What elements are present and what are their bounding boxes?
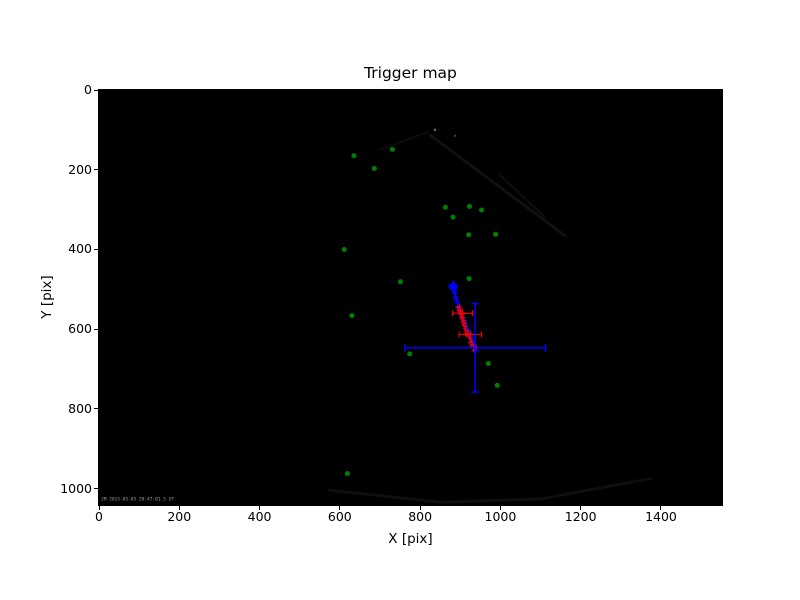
x-tick-label: 600: [327, 509, 352, 524]
data-markers: [341, 146, 547, 477]
y-tick-label: 800: [68, 400, 92, 416]
x-tick-label: 200: [167, 509, 192, 524]
y-tick-label: 0: [84, 82, 92, 97]
x-tick-label: 1000: [484, 509, 517, 524]
x-tick-label: 1400: [645, 509, 677, 524]
x-tick-mark: [419, 506, 421, 510]
x-tick-mark: [98, 506, 100, 510]
x-tick-mark: [660, 506, 662, 510]
timestamp-label: JM 2015-05-05 20:47:01.5 UT: [101, 497, 174, 503]
series-centroid-errorbars: [452, 309, 483, 339]
x-tick-mark: [499, 506, 501, 510]
x-tick-label: 0: [95, 509, 103, 524]
x-tick-mark: [178, 506, 180, 510]
plot-area: JM 2015-05-05 20:47:01.5 UT: [98, 89, 723, 506]
x-tick-label: 800: [408, 509, 433, 524]
background-faint-features: [328, 128, 652, 504]
y-tick-mark: [94, 248, 98, 250]
y-tick-label: 1000: [60, 480, 92, 496]
series-star-matches: [341, 146, 500, 477]
y-tick-label: 200: [68, 161, 92, 177]
plot-canvas: JM 2015-05-05 20:47:01.5 UT: [101, 128, 652, 504]
x-tick-label: 400: [247, 509, 272, 524]
y-tick-mark: [94, 408, 98, 410]
x-tick-mark: [259, 506, 261, 510]
y-tick-mark: [94, 169, 98, 171]
x-tick-mark: [339, 506, 341, 510]
y-axis-label: Y [pix]: [39, 275, 55, 319]
y-tick-mark: [94, 89, 98, 91]
series-mean-position-errorbar: [404, 302, 547, 393]
chart-title: Trigger map: [364, 64, 457, 82]
y-tick-label: 400: [68, 241, 92, 257]
series-trigger-track-bold: [448, 280, 458, 293]
series-trigger-points-fine: [455, 304, 479, 353]
y-tick-mark: [94, 488, 98, 490]
x-tick-label: 1200: [564, 509, 597, 524]
y-tick-label: 600: [68, 321, 92, 337]
x-tick-mark: [580, 506, 582, 510]
y-tick-mark: [94, 328, 98, 330]
x-axis-label: X [pix]: [388, 531, 433, 547]
